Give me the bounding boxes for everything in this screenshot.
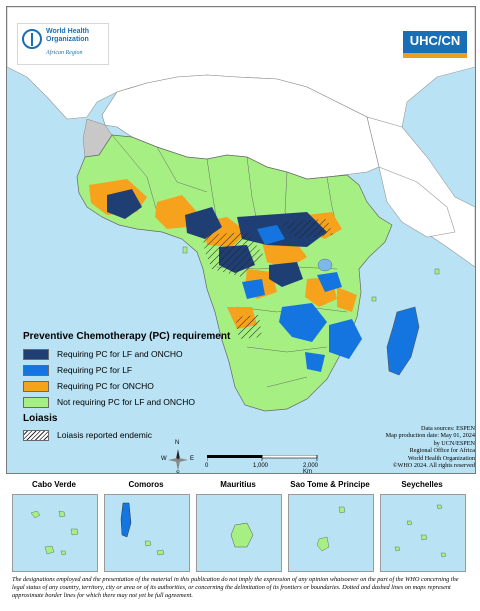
credits: Data sources: ESPEN Map production date:… (347, 425, 475, 469)
legend-loiasis-title: Loiasis (23, 413, 58, 424)
africa-map (7, 7, 475, 412)
uhc-logo: UHC/CN (403, 31, 467, 53)
inset-mauritius: Mauritius (194, 474, 282, 574)
legend-label: Requiring PC for ONCHO (57, 381, 154, 391)
inset-map (104, 494, 190, 572)
island-marker (371, 296, 377, 302)
lf-areas (242, 225, 362, 372)
inset-map (196, 494, 282, 572)
madagascar (386, 306, 420, 376)
legend-item: Loiasis reported endemic (23, 427, 233, 443)
inset-title: Seychelles (401, 480, 443, 489)
who-logo: World Health Organization African Region (17, 23, 109, 65)
legend-label: Requiring PC for LF (57, 365, 133, 375)
legend-swatch (23, 364, 49, 376)
inset-map (288, 494, 374, 572)
legend-item: Requiring PC for ONCHO (23, 378, 233, 394)
legend-swatch (23, 380, 49, 392)
legend-item: Not requiring PC for LF and ONCHO (23, 394, 233, 410)
credit-line: ©WHO 2024. All rights reserved (392, 462, 475, 470)
legend-item: Requiring PC for LF (23, 362, 233, 378)
compass-n: N (175, 440, 180, 446)
legend-item: Requiring PC for LF and ONCHO (23, 346, 233, 362)
inset-title: Comoros (128, 480, 164, 489)
loiasis-areas (202, 219, 333, 339)
scale-tick: 0 (205, 463, 209, 469)
legend: Preventive Chemotherapy (PC) requirement… (23, 331, 233, 443)
legend-swatch (23, 396, 49, 408)
inset-sao-tome: Sao Tome & Principe (286, 474, 374, 574)
legend-label: Not requiring PC for LF and ONCHO (57, 397, 195, 407)
legend-swatch (23, 348, 49, 360)
inset-map (380, 494, 466, 572)
scale-tick: 2,000 Km (303, 463, 319, 474)
who-org-name: World Health Organization (46, 28, 90, 43)
lake-victoria (317, 258, 333, 272)
compass-s: S (176, 471, 181, 474)
credit-line: Map production date: May 01, 2024 (385, 432, 475, 440)
inset-comoros: Comoros (102, 474, 190, 574)
disclaimer: The designations employed and the presen… (12, 576, 459, 599)
legend-title: Preventive Chemotherapy (PC) requirement (23, 331, 231, 342)
inset-title: Mauritius (220, 480, 256, 489)
credit-line: Data sources: ESPEN (421, 425, 475, 432)
compass-w: W (161, 456, 167, 462)
arabia (378, 166, 456, 238)
island-marker (434, 268, 440, 275)
uhc-logo-stripe (403, 53, 467, 58)
legend-label: Loiasis reported endemic (57, 430, 152, 440)
inset-seychelles: Seychelles (378, 474, 466, 574)
compass-icon: N S W E (161, 440, 194, 474)
compass-e: E (190, 456, 195, 462)
who-emblem-icon (22, 29, 42, 49)
inset-title: Sao Tome & Principe (290, 480, 370, 489)
map-frame: World Health Organization African Region… (6, 6, 476, 474)
inset-maps: Cabo Verde Comoros Mauritius (6, 474, 474, 574)
credit-line: Regional Office for Africa (409, 447, 475, 455)
legend-hatch-swatch (23, 429, 49, 441)
legend-label: Requiring PC for LF and ONCHO (57, 349, 183, 359)
credit-line: World Health Organization (407, 454, 475, 462)
scale-tick: 1,000 (253, 463, 269, 469)
credit-line: by UCN/ESPEN (433, 439, 475, 447)
inset-cabo-verde: Cabo Verde (10, 474, 98, 574)
island-marker (182, 246, 188, 254)
who-region-name: African Region (46, 50, 83, 56)
inset-map (12, 494, 98, 572)
inset-title: Cabo Verde (31, 480, 76, 489)
